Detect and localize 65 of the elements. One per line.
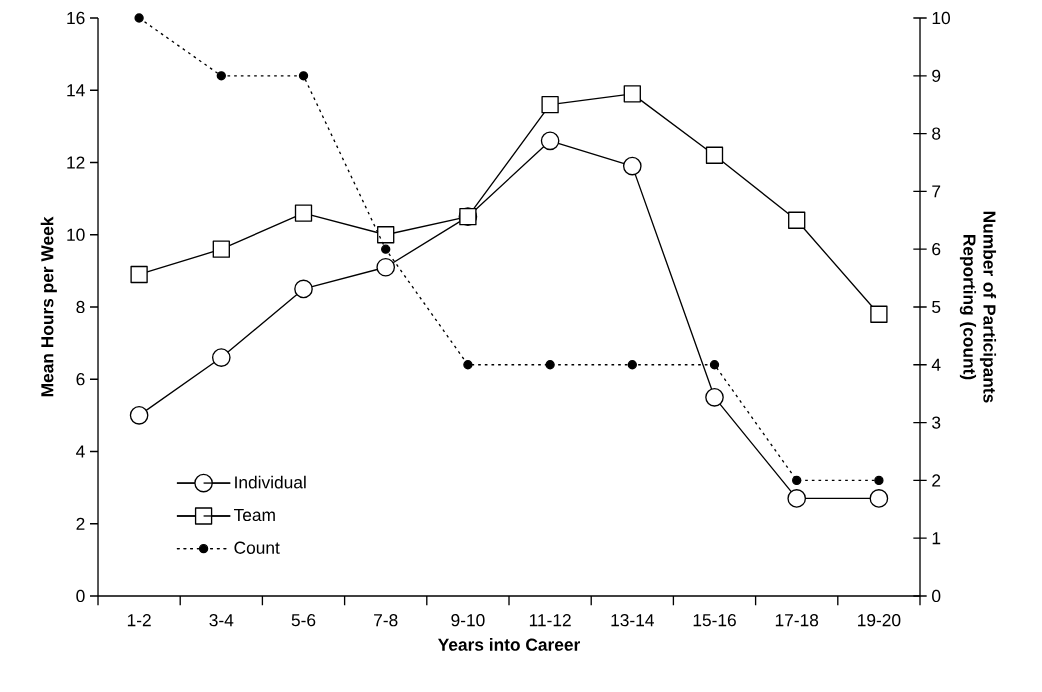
point	[134, 13, 144, 23]
point	[216, 71, 226, 81]
point	[787, 489, 807, 508]
legend-label: Count	[234, 541, 280, 554]
point	[376, 257, 396, 277]
y-axis-title: Mean Hours per Week	[40, 216, 57, 397]
y2-axis-title: Number of Participants Reporting (count)	[959, 211, 997, 403]
y2-tick-label: 3	[932, 416, 941, 429]
point	[541, 96, 559, 114]
point	[623, 85, 641, 103]
point	[705, 387, 724, 407]
point	[788, 211, 806, 229]
x-tick-label: 19-20	[858, 614, 901, 627]
y-tick-label: 14	[67, 84, 85, 97]
y2-tick-label: 8	[932, 127, 941, 140]
y2-tick-label: 9	[932, 69, 941, 82]
point	[540, 131, 560, 151]
point	[294, 204, 313, 222]
y-tick-label: 4	[76, 445, 85, 458]
point	[792, 475, 802, 486]
legend-label: Individual	[235, 475, 306, 489]
y2-tick-label: 1	[932, 532, 941, 545]
point	[463, 360, 473, 370]
point	[705, 146, 724, 164]
point	[869, 489, 889, 508]
x-tick-label: 3-4	[209, 614, 234, 627]
y-tick-label: 6	[76, 373, 85, 386]
y2-tick-label: 7	[932, 185, 941, 198]
y-tick-label: 0	[76, 589, 85, 603]
y-tick-label: 2	[76, 517, 85, 530]
point	[622, 156, 642, 176]
point	[212, 240, 230, 258]
x-tick-label: 17-18	[775, 614, 819, 627]
x-tick-label: 13-14	[611, 614, 654, 627]
x-axis-title: Years into Career	[438, 638, 581, 651]
x-tick-label: 1-2	[127, 614, 151, 627]
y2-tick-label: 0	[932, 589, 941, 603]
y-tick-label: 8	[76, 300, 85, 314]
y2-tick-label: 10	[932, 11, 950, 25]
y2-tick-label: 4	[931, 358, 941, 371]
x-tick-label: 11-12	[529, 614, 571, 627]
y2-tick-label: 6	[932, 243, 941, 256]
y2-tick-label: 2	[932, 474, 941, 487]
y-tick-label: 12	[67, 156, 85, 169]
point	[377, 226, 395, 244]
x-tick-label: 15-16	[693, 614, 736, 627]
point	[870, 305, 888, 323]
y-tick-label: 16	[67, 11, 85, 25]
point	[294, 279, 313, 299]
point	[298, 71, 309, 81]
point	[211, 348, 231, 367]
y-tick-label: 10	[67, 228, 85, 241]
point	[459, 208, 477, 226]
x-tick-label: 9-10	[451, 614, 485, 627]
y2-tick-label: 5	[932, 300, 941, 314]
point	[129, 406, 149, 425]
point	[874, 475, 884, 486]
x-tick-label: 5-6	[291, 614, 316, 627]
x-tick-label: 7-8	[374, 614, 398, 627]
point	[709, 360, 720, 370]
legend-label: Team	[233, 509, 275, 522]
point	[545, 360, 555, 370]
point	[627, 360, 637, 370]
point	[130, 265, 148, 284]
point	[381, 244, 391, 254]
